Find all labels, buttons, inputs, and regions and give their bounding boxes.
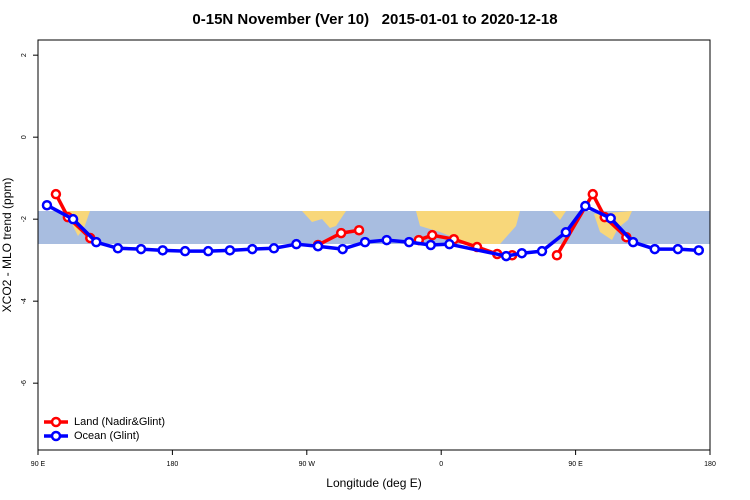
data-point: [580, 200, 591, 212]
x-tick-label: 180: [704, 461, 716, 468]
y-tick-label: -2: [21, 216, 28, 222]
data-point: [41, 199, 53, 211]
data-point: [425, 239, 436, 251]
y-tick-label: -4: [21, 298, 28, 304]
y-tick-label: 2: [21, 53, 28, 57]
data-point: [335, 227, 347, 239]
data-point: [179, 245, 191, 257]
data-point: [353, 224, 365, 236]
y-axis-label: XCO2 - MLO trend (ppm): [0, 178, 14, 313]
data-point: [157, 245, 168, 256]
data-point: [90, 236, 102, 248]
legend-marker: [50, 416, 62, 428]
data-point: [381, 234, 392, 246]
x-tick-label: 180: [167, 461, 179, 468]
data-point: [112, 243, 124, 254]
legend-marker: [50, 430, 62, 442]
x-tick-label: 0: [439, 461, 443, 468]
data-point: [536, 245, 548, 257]
data-point: [587, 188, 599, 200]
data-point: [202, 245, 214, 257]
data-point: [605, 213, 616, 224]
data-point: [268, 243, 280, 254]
x-tick-label: 90 E: [568, 461, 583, 468]
x-axis-label: Longitude (deg E): [326, 476, 421, 490]
x-tick-label: 90 W: [299, 461, 316, 468]
data-point: [693, 245, 705, 256]
data-point: [551, 250, 563, 261]
data-point: [359, 236, 371, 248]
data-point: [500, 250, 512, 262]
legend-label: Land (Nadir&Glint): [74, 416, 165, 428]
data-point: [337, 243, 348, 255]
data-point: [67, 213, 79, 225]
data-point: [649, 243, 660, 255]
data-point: [672, 243, 684, 255]
data-point: [312, 240, 324, 252]
data-point: [627, 236, 639, 248]
data-point: [247, 243, 258, 255]
y-tick-label: 0: [21, 135, 28, 139]
data-point: [444, 238, 455, 250]
chart-title: 0-15N November (Ver 10) 2015-01-01 to 20…: [192, 11, 557, 28]
series-line: [555, 192, 628, 257]
data-point: [135, 243, 147, 255]
y-tick-label: -6: [21, 380, 28, 386]
data-point: [50, 188, 62, 200]
data-point: [224, 245, 236, 256]
data-point: [516, 247, 528, 259]
data-point: [426, 229, 438, 241]
legend-label: Ocean (Glint): [74, 430, 139, 442]
data-point: [403, 236, 415, 248]
plot-frame: [37, 39, 711, 451]
x-tick-label: 90 E: [31, 461, 46, 468]
data-point: [560, 227, 572, 238]
map-strip: [38, 211, 710, 244]
data-point: [291, 238, 302, 250]
